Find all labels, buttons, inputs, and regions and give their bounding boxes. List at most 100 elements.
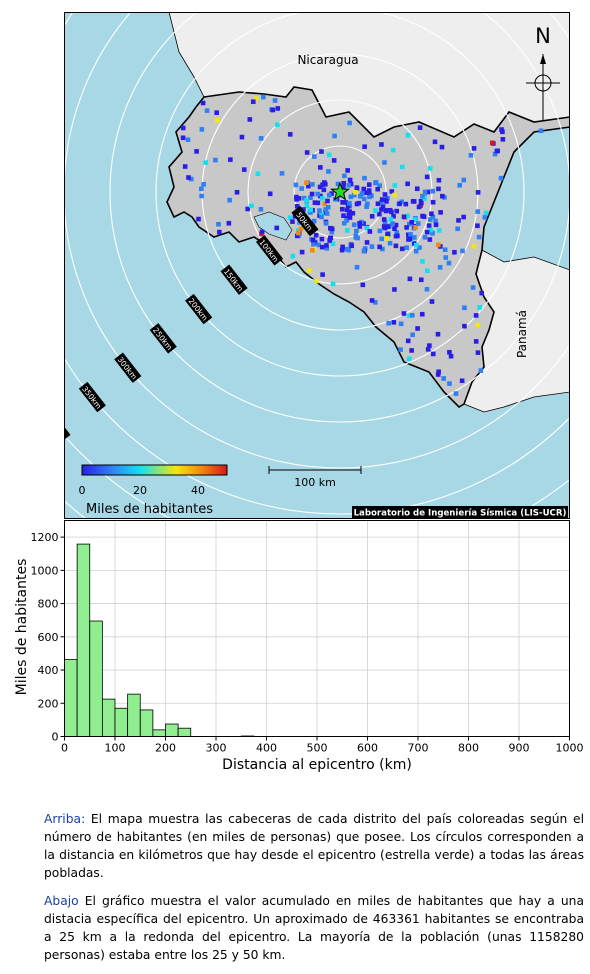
population-marker (429, 211, 434, 216)
population-marker (501, 137, 506, 142)
y-tick-label: 1000 (31, 564, 59, 577)
population-marker (297, 196, 302, 201)
population-marker (181, 135, 186, 140)
population-marker (388, 208, 393, 213)
y-tick-label: 600 (38, 631, 59, 644)
population-marker (355, 185, 360, 190)
population-marker (216, 222, 221, 227)
population-marker (259, 136, 264, 141)
population-marker (319, 215, 324, 220)
population-marker (405, 182, 410, 187)
population-marker (428, 237, 433, 242)
population-marker (479, 291, 484, 296)
population-marker (420, 214, 425, 219)
population-marker (410, 313, 415, 318)
population-marker (331, 282, 336, 287)
colorbar-tick-20: 20 (133, 484, 147, 497)
population-marker (353, 235, 358, 240)
population-marker (199, 194, 204, 199)
population-marker (273, 98, 278, 103)
population-marker (454, 391, 459, 396)
population-marker (358, 194, 363, 199)
population-marker (406, 339, 411, 344)
population-marker (477, 305, 482, 310)
scale-bar-label: 100 km (294, 476, 336, 489)
population-marker (324, 221, 329, 226)
population-marker (307, 268, 312, 273)
population-marker (271, 108, 276, 113)
population-marker (325, 199, 330, 204)
population-marker (425, 268, 430, 273)
population-marker (341, 181, 346, 186)
y-tick-label: 0 (52, 731, 59, 744)
y-axis-label: Miles de habitantes (14, 559, 30, 696)
y-tick-label: 200 (38, 697, 59, 710)
population-marker (194, 149, 199, 154)
population-marker (419, 278, 424, 283)
population-marker (200, 127, 205, 132)
population-marker (431, 200, 436, 205)
population-marker (378, 229, 383, 234)
population-marker (340, 207, 345, 212)
histogram-bar (115, 708, 128, 736)
population-marker (325, 211, 330, 216)
population-marker (383, 198, 388, 203)
caption-top: Arriba: El mapa muestra las cabeceras de… (44, 810, 584, 882)
population-marker (313, 200, 318, 205)
population-marker (428, 166, 433, 171)
population-marker (326, 169, 331, 174)
population-marker (323, 207, 328, 212)
population-marker (181, 126, 186, 131)
population-marker (411, 199, 416, 204)
population-marker (248, 117, 253, 122)
population-marker (420, 312, 425, 317)
population-marker (304, 198, 309, 203)
population-marker (365, 240, 370, 245)
population-marker (361, 283, 366, 288)
population-marker (400, 165, 405, 170)
population-marker (499, 127, 504, 132)
population-marker (475, 223, 480, 228)
population-marker (438, 265, 443, 270)
population-marker (475, 209, 480, 214)
population-marker (407, 237, 412, 242)
x-axis-label: Distancia al epicentro (km) (222, 757, 412, 773)
population-marker (391, 148, 396, 153)
population-marker (408, 277, 413, 282)
population-marker (374, 180, 379, 185)
population-marker (471, 285, 476, 290)
population-marker (376, 201, 381, 206)
population-marker (186, 175, 191, 180)
x-tick-label: 500 (307, 742, 328, 755)
population-marker (203, 160, 208, 165)
population-marker (199, 187, 204, 192)
population-marker (437, 228, 442, 233)
population-marker (288, 215, 293, 220)
population-marker (382, 160, 387, 165)
population-marker (490, 141, 495, 146)
population-marker (320, 196, 325, 201)
population-marker (476, 350, 481, 355)
population-marker (370, 298, 375, 303)
population-marker (400, 247, 405, 252)
histogram-bar (178, 728, 191, 736)
population-marker (299, 226, 304, 231)
population-marker (484, 211, 489, 216)
population-marker (452, 250, 457, 255)
population-marker (362, 249, 367, 254)
population-marker (441, 376, 446, 381)
population-marker (472, 244, 477, 249)
population-marker (379, 142, 384, 147)
population-marker (330, 227, 335, 232)
population-marker (386, 232, 391, 237)
population-marker (423, 190, 428, 195)
population-marker (357, 221, 362, 226)
histogram-bar (90, 621, 103, 736)
population-marker (415, 326, 420, 331)
colorbar-label: Miles de habitantes (86, 502, 213, 517)
population-marker (275, 106, 280, 111)
population-marker (305, 150, 310, 155)
y-tick-label: 1200 (31, 531, 59, 544)
